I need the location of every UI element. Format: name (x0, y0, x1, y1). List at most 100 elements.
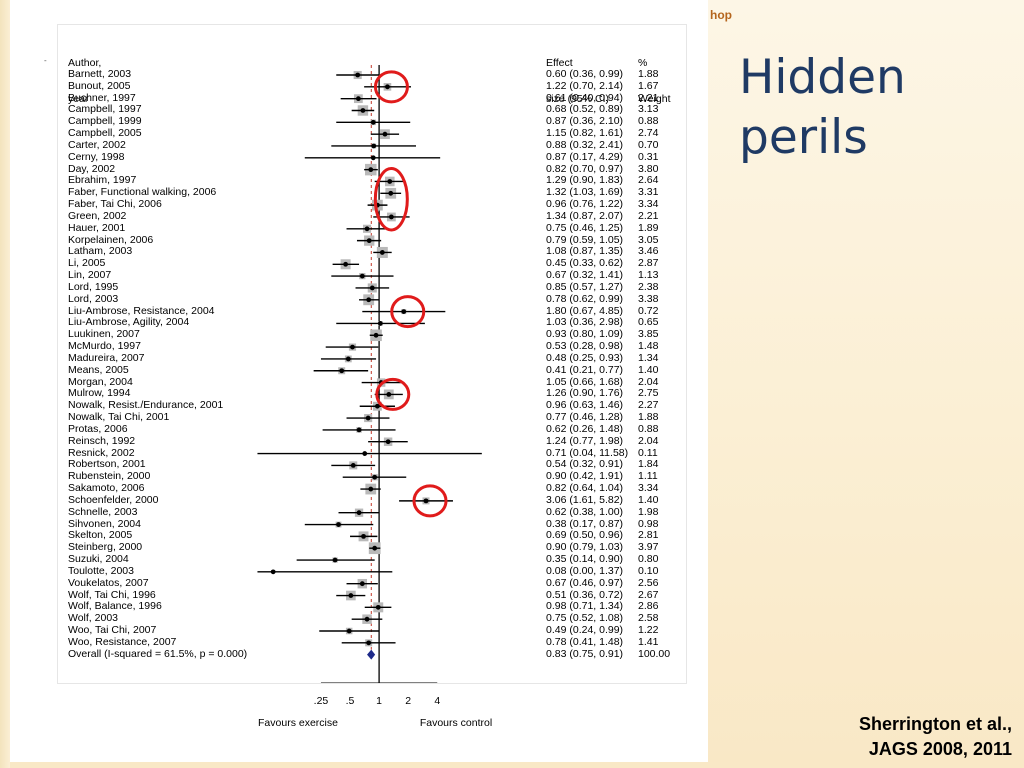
study-weight: 0.10 (638, 564, 659, 577)
study-weight: 2.75 (638, 387, 659, 400)
overall-diamond (367, 649, 376, 660)
study-weight: 3.34 (638, 198, 659, 211)
study-point (368, 486, 374, 492)
study-weight: 2.04 (638, 434, 659, 447)
study-effect-size: 0.35 (0.14, 0.90) (546, 553, 624, 566)
study-weight: 0.31 (638, 150, 659, 163)
study-label: Green, 2002 (68, 209, 127, 222)
study-effect-size: 3.06 (1.61, 5.82) (546, 493, 624, 506)
study-effect-size: 1.24 (0.77, 1.98) (546, 434, 624, 447)
study-point (365, 415, 371, 421)
study-point (366, 640, 372, 646)
overall-effect-size: 0.83 (0.75, 0.91) (546, 647, 624, 660)
study-point (373, 332, 379, 338)
study-effect-size: 0.75 (0.52, 1.08) (546, 612, 624, 625)
study-label: Suzuki, 2004 (68, 553, 129, 566)
study-point (369, 285, 375, 291)
study-point (355, 96, 361, 102)
study-label: Campbell, 1997 (68, 103, 142, 116)
study-label: Nowalk, Tai Chi, 2001 (68, 411, 170, 424)
study-effect-size: 0.78 (0.41, 1.48) (546, 635, 624, 648)
study-weight: 1.40 (638, 363, 659, 376)
study-point (423, 498, 429, 504)
study-point (362, 451, 368, 456)
study-weight: 1.84 (638, 458, 659, 471)
study-point (370, 155, 376, 161)
study-label: Campbell, 1999 (68, 115, 142, 128)
study-weight: 1.48 (638, 340, 659, 353)
study-weight: 2.21 (638, 209, 659, 222)
study-point (345, 356, 351, 362)
study-label: Hauer, 2001 (68, 221, 126, 234)
study-effect-size: 0.87 (0.17, 4.29) (546, 150, 624, 163)
study-effect-size: 1.26 (0.90, 1.76) (546, 387, 624, 400)
study-point (366, 238, 372, 244)
study-effect-size: 0.38 (0.17, 0.87) (546, 517, 624, 530)
study-point (385, 439, 391, 445)
study-label: Cerny, 1998 (68, 150, 125, 163)
study-effect-size: 0.90 (0.79, 1.03) (546, 541, 624, 554)
study-label: McMurdo, 1997 (68, 340, 141, 353)
study-effect-size: 0.90 (0.42, 1.91) (546, 470, 624, 483)
study-weight: 2.74 (638, 127, 659, 140)
study-point (339, 368, 345, 374)
study-point (270, 569, 276, 575)
study-label: Morgan, 2004 (68, 375, 133, 388)
study-label: Protas, 2006 (68, 422, 128, 435)
study-effect-size: 0.67 (0.32, 1.41) (546, 269, 624, 282)
study-effect-size: 0.98 (0.71, 1.34) (546, 600, 624, 613)
slide-title: Hidden perils (739, 50, 906, 165)
study-weight: 3.13 (638, 103, 659, 116)
study-effect-size: 0.61 (0.40, 0.94) (546, 91, 624, 104)
header-study: Author, year (68, 33, 101, 129)
study-label: Lord, 1995 (68, 280, 119, 293)
study-label: Resnick, 2002 (68, 446, 135, 459)
study-point (382, 131, 388, 137)
study-point (332, 557, 338, 563)
study-weight: 1.88 (638, 411, 659, 424)
header-effect-line2: size (95% CI) (546, 93, 610, 105)
study-point (346, 628, 352, 634)
study-effect-size: 1.22 (0.70, 2.14) (546, 79, 624, 92)
study-weight: 0.80 (638, 553, 659, 566)
study-label: Madureira, 2007 (68, 351, 145, 364)
study-label: Mulrow, 1994 (68, 387, 131, 400)
study-effect-size: 1.15 (0.82, 1.61) (546, 127, 624, 140)
study-label: Wolf, Tai Chi, 1996 (68, 588, 156, 601)
study-effect-size: 0.96 (0.63, 1.46) (546, 399, 624, 412)
study-weight: 3.34 (638, 482, 659, 495)
forest-plot: Author, year Effect size (95% CI) % Weig… (57, 24, 687, 729)
study-effect-size: 1.03 (0.36, 2.98) (546, 316, 624, 329)
study-effect-size: 0.54 (0.32, 0.91) (546, 458, 624, 471)
study-point (359, 273, 365, 279)
study-point (368, 167, 374, 173)
study-point (355, 72, 361, 78)
study-label: Luukinen, 2007 (68, 328, 140, 341)
study-point (386, 392, 392, 397)
study-label: Day, 2002 (68, 162, 116, 175)
study-label: Nowalk, Resist./Endurance, 2001 (68, 399, 224, 412)
study-effect-size: 0.51 (0.36, 0.72) (546, 588, 624, 601)
corner-tag: hop (710, 8, 732, 22)
study-label: Steinberg, 2000 (68, 541, 143, 554)
study-point (374, 403, 380, 409)
header-effect: Effect size (95% CI) (546, 33, 609, 129)
study-label: Wolf, Balance, 1996 (68, 600, 162, 613)
study-weight: 1.89 (638, 221, 659, 234)
study-weight: 0.72 (638, 304, 659, 317)
study-label: Skelton, 2005 (68, 529, 133, 542)
study-weight: 3.97 (638, 541, 659, 554)
study-effect-size: 0.85 (0.57, 1.27) (546, 280, 624, 293)
study-label: Reinsch, 1992 (68, 434, 136, 447)
study-effect-size: 0.82 (0.64, 1.04) (546, 482, 624, 495)
highlight-ellipse (375, 377, 411, 411)
header-weight-line1: % (638, 57, 648, 69)
study-effect-size: 0.82 (0.70, 0.97) (546, 162, 624, 175)
study-point (388, 190, 394, 196)
study-weight: 2.56 (638, 576, 659, 589)
study-effect-size: 0.69 (0.50, 0.96) (546, 529, 624, 542)
study-effect-size: 1.29 (0.90, 1.83) (546, 174, 624, 187)
study-label: Lin, 2007 (68, 269, 112, 282)
study-effect-size: 0.45 (0.33, 0.62) (546, 257, 624, 270)
study-weight: 1.98 (638, 505, 659, 518)
